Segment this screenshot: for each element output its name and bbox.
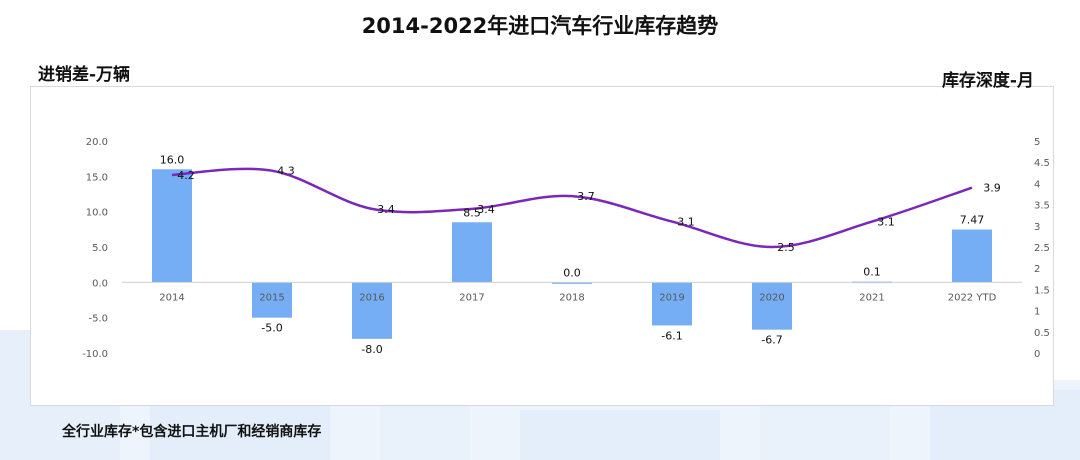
right-tick-label: 4.5 — [1034, 158, 1050, 169]
category-label: 2017 — [459, 292, 484, 303]
bar — [352, 282, 392, 339]
right-tick-label: 1 — [1034, 307, 1040, 318]
bar-value-label: 0.1 — [863, 266, 881, 279]
right-tick-label: 2 — [1034, 264, 1040, 275]
line-value-label: 4.3 — [277, 165, 295, 178]
bar — [752, 282, 792, 330]
line-value-label: 3.1 — [677, 216, 695, 229]
bar — [952, 229, 992, 283]
right-tick-label: 2.5 — [1034, 243, 1050, 254]
left-tick-label: 0.0 — [92, 278, 108, 289]
line-value-label: 2.5 — [777, 241, 795, 254]
right-tick-label: 0 — [1034, 349, 1040, 360]
right-tick-label: 3.5 — [1034, 201, 1050, 212]
bar-data-labels: 16.0 -5.0 -8.0 8.5 0.0 -6.1 -6.7 0.1 7.47 — [160, 153, 985, 356]
bar — [252, 282, 292, 318]
bar — [552, 282, 592, 284]
right-tick-label: 1.5 — [1034, 285, 1050, 296]
bar-series — [152, 169, 992, 339]
right-axis-title: 库存深度-月 — [941, 71, 1034, 91]
line-value-label: 3.9 — [983, 182, 1001, 195]
left-tick-label: 10.0 — [86, 208, 108, 219]
left-axis-title: 进销差-万辆 — [38, 65, 131, 85]
left-tick-label: -5.0 — [88, 314, 108, 325]
bar-value-label: -5.0 — [261, 322, 282, 335]
line-value-label: 3.7 — [577, 190, 595, 203]
left-tick-label: 5.0 — [92, 243, 108, 254]
category-label: 2020 — [759, 292, 784, 303]
category-labels: 2014 2015 2016 2017 2018 2019 2020 2021 2022 YTD — [159, 292, 996, 303]
category-label: 2018 — [559, 292, 584, 303]
bar-value-label: -8.0 — [361, 343, 382, 356]
plot-area — [30, 86, 1054, 406]
right-tick-label: 3 — [1034, 222, 1040, 233]
bar-value-label: 16.0 — [160, 153, 185, 166]
line-value-label: 4.2 — [177, 169, 195, 182]
line-series — [171, 167, 973, 249]
line-data-labels: 4.2 4.3 3.4 3.4 3.7 3.1 2.5 3.1 3.9 — [177, 165, 1001, 254]
category-label: 2016 — [359, 292, 384, 303]
bar-value-label: 0.0 — [563, 266, 581, 279]
line-value-label: 3.4 — [377, 203, 395, 216]
left-tick-label: 15.0 — [86, 172, 108, 183]
inventory-depth-line — [171, 167, 973, 249]
bar-value-label: 7.47 — [960, 214, 985, 227]
footnote: 全行业库存*包含进口主机厂和经销商库存 — [62, 424, 322, 440]
right-axis-ticks: 5 4.5 4 3.5 3 2.5 2 1.5 1 0.5 0 — [1034, 137, 1050, 360]
bar — [652, 282, 692, 326]
category-label: 2022 YTD — [948, 292, 997, 303]
right-tick-label: 5 — [1034, 137, 1040, 148]
bar — [152, 169, 192, 283]
left-tick-label: -10.0 — [82, 349, 108, 360]
bar-value-label: -6.1 — [661, 329, 682, 342]
line-value-label: 3.4 — [477, 203, 495, 216]
bar-value-label: 8.5 — [463, 206, 481, 219]
right-tick-label: 4 — [1034, 179, 1040, 190]
bar-value-label: -6.7 — [761, 334, 782, 347]
line-value-label: 3.1 — [877, 216, 895, 229]
chart-title: 2014-2022年进口汽车行业库存趋势 — [361, 14, 719, 38]
left-tick-label: 20.0 — [86, 137, 108, 148]
category-label: 2014 — [159, 292, 184, 303]
category-label: 2021 — [859, 292, 884, 303]
left-axis-ticks: 20.0 15.0 10.0 5.0 0.0 -5.0 -10.0 — [82, 137, 108, 360]
right-tick-label: 0.5 — [1034, 328, 1050, 339]
category-label: 2019 — [659, 292, 684, 303]
bar — [452, 222, 492, 283]
category-label: 2015 — [259, 292, 284, 303]
